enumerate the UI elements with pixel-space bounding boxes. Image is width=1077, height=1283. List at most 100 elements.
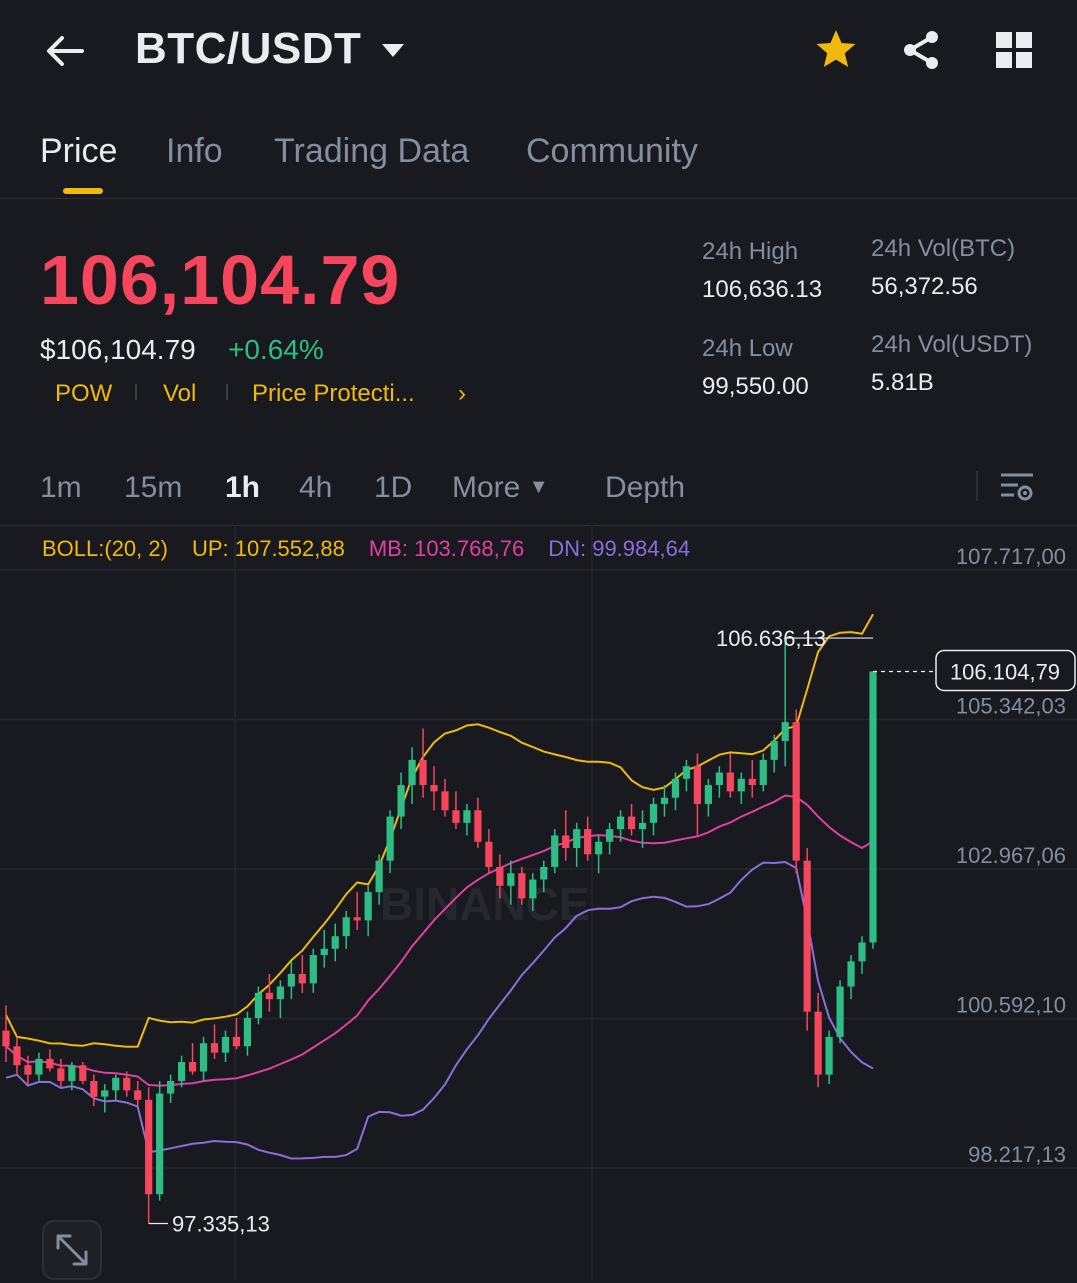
watermark: BINANCE [380,878,590,930]
candle-body [35,1058,43,1075]
pair-title[interactable]: BTC/USDT [135,24,362,73]
grid-icon[interactable] [990,26,1038,74]
candle-body [364,892,372,921]
candle-body [397,785,405,817]
boll-middle-line [5,794,874,1087]
chart-settings-icon[interactable] [998,469,1036,505]
boll-up: UP: 107.552,88 [191,536,345,561]
candle-body [101,1090,109,1097]
current-price-label: 106.104,79 [950,659,1060,684]
candle-body [485,841,493,867]
last-price: 106,104.79 [40,241,401,319]
candle-body [386,816,394,861]
candle-body [869,671,877,943]
candle-body [134,1090,142,1100]
price-change-percent: +0.64% [228,334,324,365]
stat-high-label: 24h High [702,238,799,265]
boll-upper-line [5,613,874,1048]
tab-info[interactable]: Info [166,132,223,170]
tab-community[interactable]: Community [526,132,698,170]
candle-body [232,1036,241,1047]
candle-body [847,961,855,987]
boll-label: BOLL:(20, 2) [42,536,168,561]
candle-body [221,1036,230,1053]
boll-dn: DN: 99.984,64 [548,536,691,561]
candle-body [792,722,800,861]
tab-trading-data[interactable]: Trading Data [274,132,470,170]
back-arrow-icon[interactable] [40,26,90,76]
y-tick-label: 98.217,13 [968,1142,1066,1167]
stat-high-value: 106,636.13 [702,276,823,303]
candle-body [199,1043,208,1072]
section-tabs: Price Info Trading Data Community [0,110,1077,199]
expand-arrows-icon [56,1234,88,1266]
timeframe-1m[interactable]: 1m [40,471,82,504]
candle-body [254,992,263,1019]
timeframe-1h[interactable]: 1h [225,471,261,504]
timeframe-more[interactable]: More ▼ [452,471,549,505]
candlestick-chart[interactable]: BINANCE 106.636,13 97.335,13 106.104,79 10… [0,525,1077,1280]
timeframe-15m[interactable]: 15m [124,471,183,504]
active-tab-indicator [63,188,103,194]
tag-vol[interactable]: Vol [163,380,197,407]
app-header: BTC/USDT [0,0,1077,110]
stat-vol-btc-label: 24h Vol(BTC) [871,235,1016,262]
candle-body [276,986,284,1000]
candle-body [825,1036,833,1075]
candle-body [649,803,658,823]
stat-low-label: 24h Low [702,335,793,362]
timeframe-more-label: More [452,471,521,504]
candle-body [518,873,526,899]
tag-pow[interactable]: POW [55,380,113,407]
candle-body [177,1062,186,1081]
candle-body [298,973,306,984]
candle-body [693,766,702,804]
candle-body [320,948,328,956]
candle-body [309,955,317,984]
candle-body [638,822,647,830]
expand-icon[interactable] [42,1220,102,1280]
candle-body [627,816,636,830]
candle-body [803,860,811,1012]
candle-body [616,816,625,830]
divider [976,471,978,501]
candle-body [441,791,449,811]
candle-body [737,778,745,792]
tag-divider [226,384,228,400]
candle-body [24,1065,32,1075]
candle-body [660,797,669,804]
high-marker-label: 106.636,13 [716,626,826,651]
candle-body [584,829,592,855]
chevron-right-icon[interactable]: › [458,380,466,407]
tab-price[interactable]: Price [40,132,118,170]
price-usd: $106,104.79 [40,334,196,365]
candle-body [145,1099,153,1195]
candle-body [858,942,866,962]
timeframe-depth[interactable]: Depth [605,471,686,504]
candle-body [496,866,504,886]
candle-body [167,1080,175,1094]
candle-body [715,772,723,786]
star-icon[interactable] [812,26,860,74]
price-markers: 106.636,13 97.335,13 106.104,79 [148,626,1076,1237]
candle-body [46,1058,54,1069]
y-tick-label: 100.592,10 [956,992,1066,1017]
low-marker-label: 97.335,13 [172,1212,270,1237]
candle-body [704,785,712,804]
candle-body [814,1011,822,1075]
tag-price-protection[interactable]: Price Protecti... [252,380,415,407]
candle-body [13,1046,21,1066]
candle-body [836,986,844,1037]
candles [2,638,877,1224]
candle-body [507,873,515,886]
candle-body [430,785,438,792]
caret-down-icon: ▼ [528,476,549,498]
timeframe-1d[interactable]: 1D [374,471,413,504]
candle-body [474,810,482,842]
candle-body [188,1062,197,1072]
tag-divider [135,384,137,400]
current-price-badge [935,649,1076,692]
chevron-down-icon[interactable] [380,40,406,60]
share-icon[interactable] [898,26,946,74]
timeframe-4h[interactable]: 4h [299,471,333,504]
